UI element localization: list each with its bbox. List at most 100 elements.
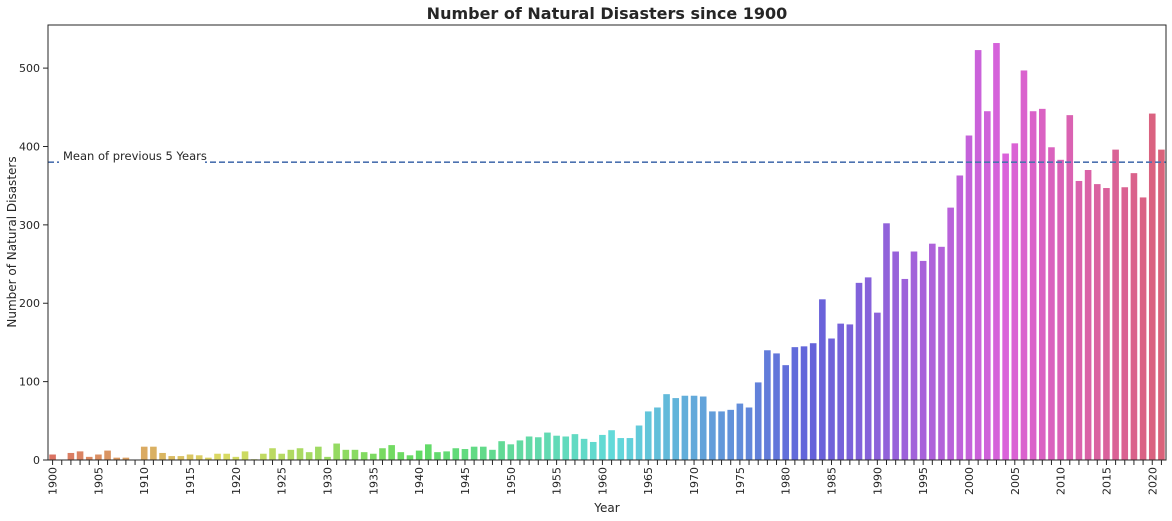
x-tick-label-1995: 1995	[917, 467, 930, 495]
bar-1994	[910, 251, 918, 460]
bar-1974	[727, 409, 735, 460]
bar-1925	[278, 453, 285, 460]
bar-2020	[1148, 113, 1156, 460]
bar-1912	[159, 452, 166, 460]
y-tick-label-100: 100	[19, 376, 40, 389]
bar-2013	[1084, 170, 1092, 460]
bar-1923	[260, 453, 267, 460]
bar-1962	[617, 438, 625, 460]
bar-1976	[745, 407, 753, 460]
bar-1933	[351, 449, 359, 460]
x-tick-label-2000: 2000	[963, 467, 976, 495]
bar-1993	[901, 278, 909, 460]
bar-1906	[104, 450, 111, 460]
bar-2019	[1139, 197, 1147, 460]
x-tick-label-1945: 1945	[459, 467, 472, 495]
bar-1928	[305, 452, 313, 460]
bar-1921	[241, 451, 249, 460]
bar-1966	[654, 407, 661, 460]
bar-2006	[1020, 70, 1028, 461]
bar-1947	[479, 446, 487, 460]
bar-1937	[388, 445, 395, 460]
bar-1973	[718, 411, 725, 460]
bar-1956	[562, 436, 570, 460]
bar-1953	[534, 437, 542, 460]
x-axis-ticks: 1900 1905 1910 1915 1920 1925 1930 1935 1940 1945…	[47, 460, 1162, 495]
bar-1977	[754, 382, 762, 460]
bar-1904	[85, 456, 93, 460]
bar-1963	[626, 438, 634, 460]
bar-2004	[1002, 153, 1009, 461]
bar-2012	[1075, 180, 1083, 460]
bar-2009	[1048, 147, 1055, 460]
bar-1907	[113, 457, 121, 460]
bar-2021	[1158, 149, 1165, 460]
x-tick-label-1990: 1990	[871, 467, 884, 495]
bar-1996	[929, 243, 936, 460]
bar-1987	[846, 324, 854, 460]
x-tick-label-1915: 1915	[184, 467, 197, 495]
bar-1981	[791, 347, 799, 460]
bar-1908	[122, 457, 130, 460]
x-tick-label-1905: 1905	[92, 467, 105, 495]
bar-1939	[406, 455, 414, 460]
bar-2001	[974, 50, 982, 460]
bar-1931	[333, 443, 340, 460]
bar-1961	[608, 430, 615, 460]
bar-1955	[553, 435, 560, 460]
x-tick-label-1955: 1955	[551, 467, 564, 495]
bar-1945	[461, 449, 469, 460]
x-tick-label-1940: 1940	[413, 467, 426, 495]
x-tick-label-1975: 1975	[734, 467, 747, 495]
bar-1929	[315, 446, 322, 460]
bar-1938	[397, 452, 405, 460]
bar-1934	[360, 452, 368, 460]
x-tick-label-1930: 1930	[322, 467, 335, 495]
y-tick-label-300: 300	[19, 219, 40, 232]
bar-1968	[672, 398, 680, 460]
bar-1960	[599, 434, 606, 460]
bar-1954	[544, 432, 551, 460]
bar-1918	[214, 453, 221, 460]
bar-1999	[956, 175, 964, 461]
bar-1919	[223, 453, 230, 460]
bar-2014	[1093, 184, 1101, 461]
bar-1997	[938, 246, 945, 460]
bar-1911	[150, 446, 157, 460]
x-tick-label-1960: 1960	[596, 467, 609, 495]
bars-group	[49, 43, 1165, 461]
bar-1900	[49, 454, 56, 460]
bar-1935	[370, 453, 377, 460]
y-tick-label-400: 400	[19, 140, 40, 153]
bar-1936	[379, 448, 386, 460]
bar-1940	[415, 450, 423, 460]
y-tick-label-500: 500	[19, 62, 40, 75]
bar-1991	[883, 223, 890, 460]
bar-1990	[874, 312, 881, 460]
bar-1917	[205, 457, 212, 460]
bar-1971	[699, 396, 707, 460]
bar-1941	[425, 444, 432, 460]
bar-1982	[800, 346, 808, 460]
bar-1972	[709, 411, 716, 460]
bar-1951	[516, 440, 524, 460]
bar-1943	[443, 451, 450, 460]
bar-1913	[168, 456, 176, 460]
bar-2003	[993, 43, 1000, 460]
bar-1969	[681, 395, 689, 460]
bar-2017	[1121, 187, 1129, 461]
bar-1914	[177, 456, 185, 460]
bar-1967	[663, 394, 670, 460]
bar-2002	[984, 111, 991, 460]
x-tick-label-2020: 2020	[1146, 467, 1159, 495]
x-tick-label-1935: 1935	[367, 467, 380, 495]
x-tick-label-1985: 1985	[826, 467, 839, 495]
bar-1965	[644, 411, 652, 460]
bar-1950	[507, 444, 515, 460]
bar-1949	[498, 441, 505, 460]
y-tick-label-200: 200	[19, 297, 40, 310]
x-tick-label-1920: 1920	[230, 467, 243, 495]
x-tick-label-2015: 2015	[1100, 467, 1113, 495]
